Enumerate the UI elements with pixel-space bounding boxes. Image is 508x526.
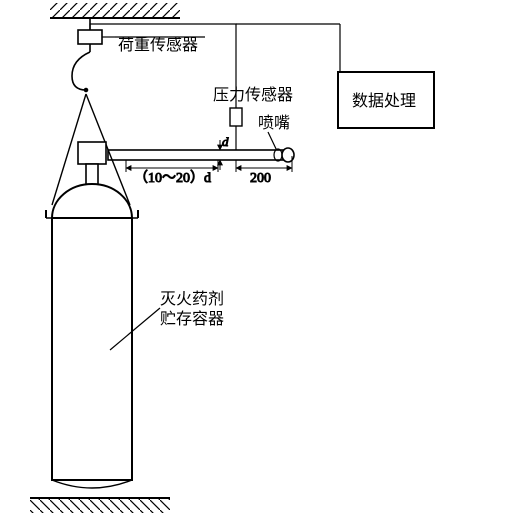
dim-pipe-length: （10～20）d <box>126 160 218 186</box>
container-label-1: 灭火药剂 <box>160 290 224 308</box>
hanger-hook <box>72 18 102 92</box>
dim-pipe-text: （10～20）d <box>134 170 211 186</box>
gas-cylinder <box>46 184 138 488</box>
cylinder-valve <box>78 142 106 186</box>
container-label-2: 贮存容器 <box>160 310 224 328</box>
load-sensor-label: 荷重传感器 <box>118 36 198 54</box>
nozzle-label: 喷嘴 <box>258 114 290 132</box>
ceiling <box>50 3 180 18</box>
pressure-sensor-label: 压力传感器 <box>213 86 293 104</box>
dim-d-text: d <box>222 134 229 149</box>
floor <box>30 498 170 513</box>
load-sensor-label-group: 荷重传感器 <box>102 36 205 54</box>
pipe <box>108 148 294 162</box>
dim-200-text: 200 <box>250 171 271 186</box>
nozzle-label-group: 喷嘴 <box>258 114 290 153</box>
data-processing-label: 数据处理 <box>352 92 416 110</box>
data-processing-group: 数据处理 <box>236 24 434 128</box>
